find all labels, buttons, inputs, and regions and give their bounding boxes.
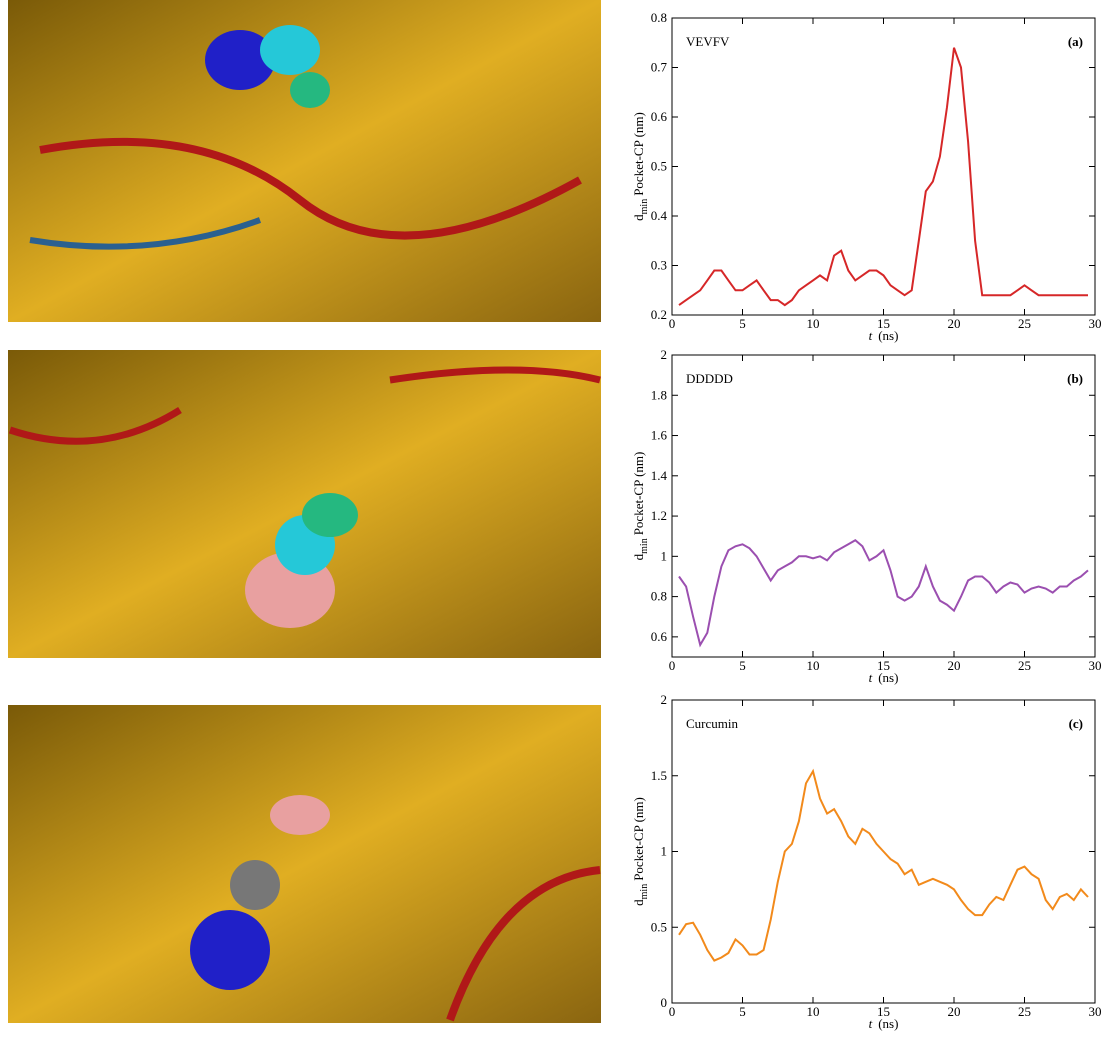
x-label-unit: (ns) xyxy=(878,670,898,685)
x-axis-label: t (ns) xyxy=(869,1016,899,1031)
annotation: Curcumin xyxy=(686,716,738,731)
x-tick-label: 10 xyxy=(807,658,820,673)
surface xyxy=(230,860,280,910)
x-tick-label: 25 xyxy=(1018,316,1031,331)
chart: 0.2 0.3 0.4 0.5 0.6 0.7 0.8 0 5 10 15 20 25 30 t (ns) dm… xyxy=(631,10,1102,343)
y-tick-label: 1.5 xyxy=(651,768,667,783)
x-tick-label: 0 xyxy=(669,658,676,673)
ribbon xyxy=(29,217,262,250)
y-tick-label: 0.5 xyxy=(651,919,667,934)
ribbon xyxy=(446,866,601,1022)
data-line xyxy=(678,768,1089,962)
x-tick-label: 5 xyxy=(739,1004,746,1019)
x-tick-label: 0 xyxy=(669,316,676,331)
x-tick-label: 10 xyxy=(807,1004,820,1019)
x-tick-label: 20 xyxy=(948,658,961,673)
y-tick-label: 0.7 xyxy=(651,60,668,75)
y-tick-label: 0 xyxy=(661,995,668,1010)
y-label-text: Pocket-CP (nm) xyxy=(631,452,646,536)
y-tick-label: 2 xyxy=(661,347,668,362)
plot-frame xyxy=(671,17,1096,316)
x-tick-label: 30 xyxy=(1089,316,1102,331)
x-tick-label: 10 xyxy=(807,316,820,331)
y-tick-label: 2 xyxy=(661,692,668,707)
surface xyxy=(302,493,358,537)
y-tick-label: 1 xyxy=(661,548,668,563)
x-tick-label: 5 xyxy=(739,316,746,331)
y-label-symbol: d xyxy=(631,899,646,906)
y-label-text: Pocket-CP (nm) xyxy=(631,112,646,196)
ribbon xyxy=(39,137,582,240)
x-tick-label: 15 xyxy=(877,658,890,673)
panel-label: (a) xyxy=(1068,34,1083,49)
x-tick-label: 0 xyxy=(669,1004,676,1019)
plot-frame xyxy=(671,354,1096,658)
y-tick-label: 1.4 xyxy=(651,468,668,483)
x-label-symbol: t xyxy=(869,670,873,685)
y-tick-label: 1 xyxy=(661,844,668,859)
y-label-symbol: d xyxy=(631,214,646,221)
surface xyxy=(190,910,270,990)
y-tick-label: 1.6 xyxy=(651,428,668,443)
y-tick-label: 0.2 xyxy=(651,307,667,322)
x-label-symbol: t xyxy=(869,1016,873,1031)
annotation: VEVFV xyxy=(686,34,730,49)
x-axis-label: t (ns) xyxy=(869,670,899,685)
y-tick-label: 0.4 xyxy=(651,208,668,223)
y-axis-label: dmin Pocket-CP (nm) xyxy=(631,452,650,561)
x-tick-label: 5 xyxy=(739,658,746,673)
x-tick-label: 15 xyxy=(877,1004,890,1019)
x-tick-label: 20 xyxy=(948,1004,961,1019)
x-tick-label: 20 xyxy=(948,316,961,331)
surface xyxy=(290,72,330,108)
x-tick-label: 30 xyxy=(1089,658,1102,673)
y-label-subscript: min xyxy=(639,199,650,215)
surface xyxy=(205,30,275,90)
x-tick-label: 15 xyxy=(877,316,890,331)
data-line xyxy=(678,538,1089,648)
x-label-unit: (ns) xyxy=(878,1016,898,1031)
panel-label: (b) xyxy=(1067,371,1083,386)
surface xyxy=(270,795,330,835)
y-label-subscript: min xyxy=(639,538,650,554)
x-label-symbol: t xyxy=(869,328,873,343)
y-tick-label: 0.3 xyxy=(651,258,667,273)
y-tick-label: 1.8 xyxy=(651,387,667,402)
annotation: DDDDD xyxy=(686,371,733,386)
x-tick-label: 30 xyxy=(1089,1004,1102,1019)
ribbon xyxy=(8,407,182,445)
x-label-unit: (ns) xyxy=(878,328,898,343)
x-axis-label: t (ns) xyxy=(869,328,899,343)
data-line xyxy=(678,47,1088,307)
y-tick-label: 0.5 xyxy=(651,159,667,174)
surface xyxy=(260,25,320,75)
charts: 0.20.30.40.50.60.70.80 5 10 15 20 25 30t (ns)dm… xyxy=(631,10,1102,1031)
y-axis-label: dmin Pocket-CP (nm) xyxy=(631,112,650,221)
chart: 0.60.811.21.41.61.820 5 10 15 20 25 30t (ns)dmi… xyxy=(631,347,1102,685)
y-axis-label: dmin Pocket-CP (nm) xyxy=(631,797,650,906)
y-label-text: Pocket-CP (nm) xyxy=(631,797,646,881)
y-tick-label: 0.6 xyxy=(651,109,668,124)
panel-label: (c) xyxy=(1069,716,1083,731)
x-tick-label: 25 xyxy=(1018,1004,1031,1019)
ribbon xyxy=(389,366,601,384)
image-c xyxy=(8,705,601,1023)
y-tick-label: 0.6 xyxy=(651,629,668,644)
y-tick-label: 0.8 xyxy=(651,589,667,604)
y-label-subscript: min xyxy=(639,884,650,900)
y-tick-label: 1.2 xyxy=(651,508,667,523)
molecular-images xyxy=(8,0,601,1023)
x-tick-label: 25 xyxy=(1018,658,1031,673)
chart: 00.511.520 5 10 15 20 25 30t (ns)dminPocket-CP … xyxy=(631,692,1102,1031)
y-tick-label: 0.8 xyxy=(651,10,667,25)
y-label-symbol: d xyxy=(631,553,646,560)
